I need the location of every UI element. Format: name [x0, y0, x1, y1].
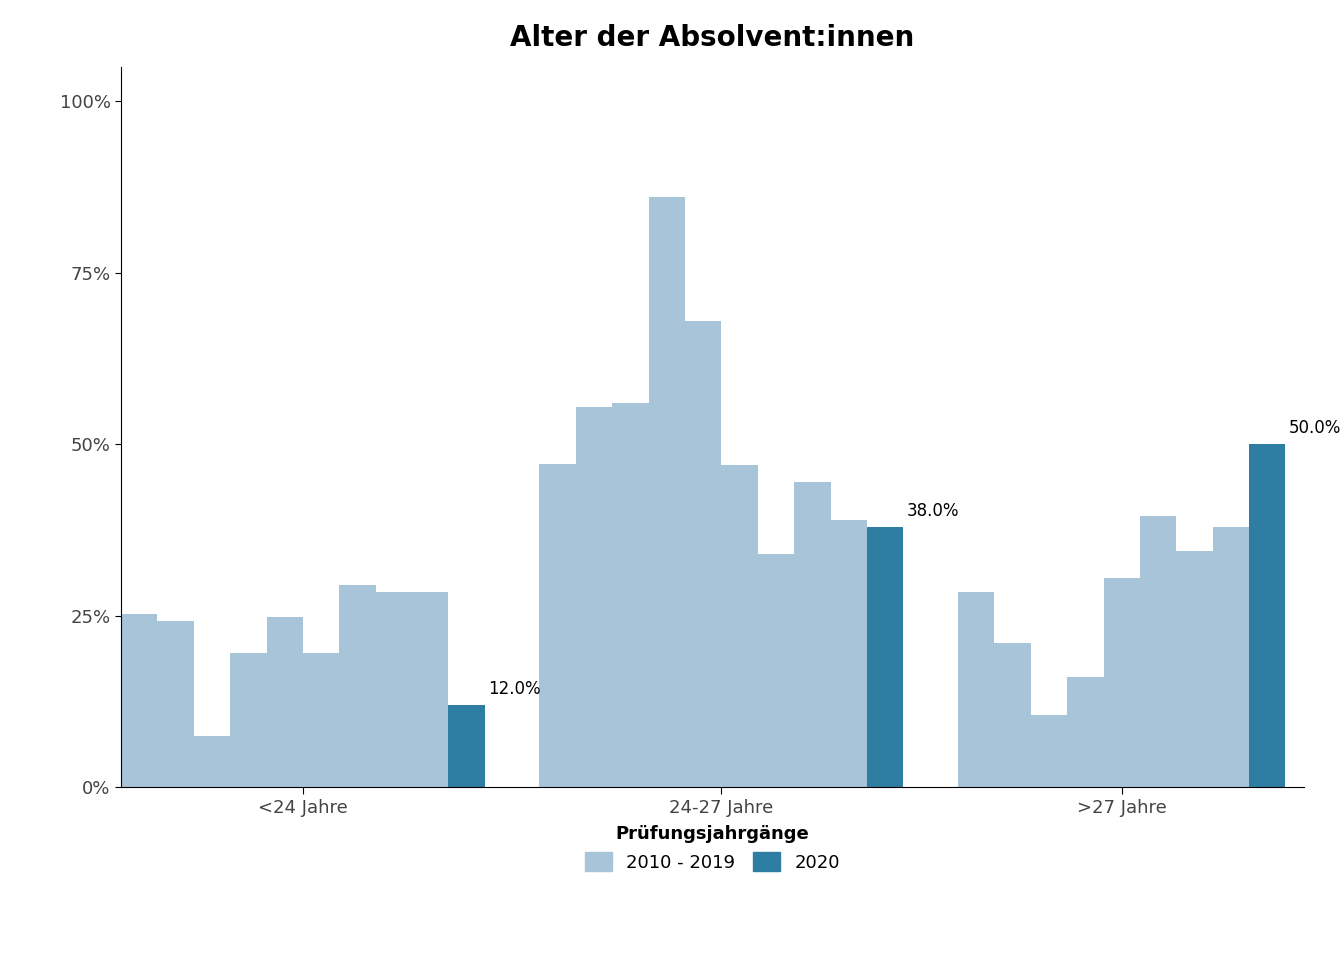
Bar — [1140, 516, 1176, 787]
Bar — [1031, 715, 1067, 787]
Bar — [958, 591, 995, 787]
Bar — [722, 465, 758, 787]
Bar — [266, 617, 302, 787]
Text: 38.0%: 38.0% — [907, 502, 960, 519]
Bar — [121, 613, 157, 787]
Bar — [575, 407, 613, 787]
Bar — [230, 654, 266, 787]
Title: Alter der Absolvent:innen: Alter der Absolvent:innen — [511, 24, 914, 53]
Bar — [831, 519, 867, 787]
Bar — [1176, 551, 1212, 787]
Bar — [413, 591, 449, 787]
Bar — [1212, 527, 1249, 787]
Bar — [867, 527, 903, 787]
Bar — [995, 643, 1031, 787]
Text: 12.0%: 12.0% — [488, 680, 542, 698]
Bar — [194, 735, 230, 787]
Bar — [339, 585, 376, 787]
Bar — [685, 321, 722, 787]
Legend: 2010 - 2019, 2020: 2010 - 2019, 2020 — [585, 826, 840, 872]
Bar — [302, 654, 339, 787]
Bar — [613, 403, 649, 787]
Bar — [1067, 678, 1103, 787]
Bar — [1249, 444, 1285, 787]
Text: 50.0%: 50.0% — [1289, 420, 1341, 438]
Bar — [376, 591, 413, 787]
Bar — [157, 620, 194, 787]
Bar — [539, 464, 575, 787]
Bar — [794, 482, 831, 787]
Bar — [758, 554, 794, 787]
Bar — [1103, 578, 1140, 787]
Bar — [649, 198, 685, 787]
Bar — [449, 705, 485, 787]
